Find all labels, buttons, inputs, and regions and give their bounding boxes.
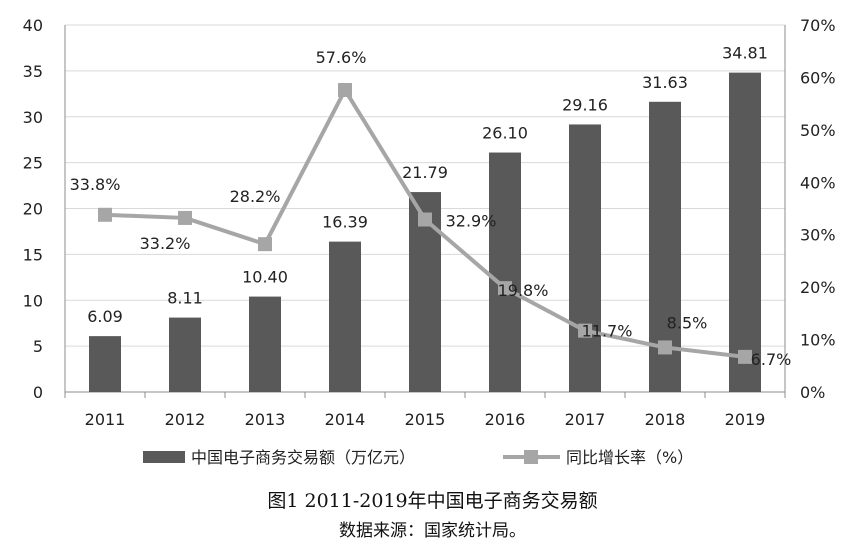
right-axis-tick-label: 20% [800, 278, 836, 297]
axes: 0 5 10 15 20 25 30 35 40 0% 10% 20% 30% 40% 50% 60% 70% 2… [23, 16, 836, 429]
x-axis-category-label: 2012 [165, 410, 206, 429]
left-axis-tick-label: 35 [23, 62, 43, 81]
growth-rate-label: 28.2% [230, 187, 281, 206]
legend: 中国电子商务交易额（万亿元） 同比增长率（%） [143, 448, 693, 467]
growth-rate-label: 6.7% [751, 350, 792, 369]
bar-value-label: 21.79 [402, 163, 448, 182]
x-axis-category-label: 2018 [645, 410, 686, 429]
right-axis-tick-label: 10% [800, 331, 836, 350]
legend-bar-swatch [143, 451, 185, 463]
growth-rate-marker-2019 [738, 349, 752, 364]
growth-rate-label: 19.8% [498, 281, 549, 300]
growth-rate-marker-2015 [418, 212, 432, 227]
right-axis-tick-label: 0% [800, 383, 825, 402]
data-source-note: 数据来源：国家统计局。 [339, 521, 526, 541]
bar-value-label: 16.39 [322, 213, 368, 232]
left-axis-tick-label: 15 [23, 245, 43, 264]
growth-rate-label: 33.8% [70, 175, 121, 194]
left-axis-tick-label: 25 [23, 154, 43, 173]
x-axis-category-label: 2017 [565, 410, 606, 429]
x-axis-category-label: 2015 [405, 410, 446, 429]
bar-value-label: 6.09 [87, 307, 123, 326]
right-axis-tick-label: 60% [800, 68, 836, 87]
bar-2017 [569, 124, 601, 392]
right-axis-tick-label: 70% [800, 16, 836, 35]
bar-value-label: 8.11 [167, 289, 203, 308]
bar-2012 [169, 317, 201, 392]
growth-rate-marker-2018 [658, 340, 672, 355]
bar-2019 [729, 72, 761, 392]
x-axis-category-label: 2019 [725, 410, 766, 429]
growth-rate-marker-2016 [498, 281, 512, 296]
x-axis-category-label: 2011 [85, 410, 126, 429]
growth-rate-label: 57.6% [316, 48, 367, 67]
left-axis-tick-label: 10 [23, 291, 43, 310]
growth-rate-label: 33.2% [140, 234, 191, 253]
x-axis-category-label: 2016 [485, 410, 526, 429]
legend-line-label: 同比增长率（%） [566, 448, 693, 467]
bar-value-label: 31.63 [642, 73, 688, 92]
legend-bar-label: 中国电子商务交易额（万亿元） [191, 448, 415, 467]
x-axis-category-label: 2013 [245, 410, 286, 429]
growth-rate-label: 8.5% [667, 313, 708, 332]
chart: 0 5 10 15 20 25 30 35 40 0% 10% 20% 30% 40% 50% 60% 70% 2… [23, 16, 836, 467]
line-series [98, 83, 752, 364]
x-axis-category-label: 2014 [325, 410, 366, 429]
left-axis-tick-label: 0 [33, 383, 43, 402]
growth-rate-label: 11.7% [582, 322, 633, 341]
growth-rate-marker-2014 [338, 83, 352, 98]
growth-rate-marker-2012 [178, 210, 192, 225]
left-axis-tick-label: 40 [23, 16, 43, 35]
bar-value-label: 10.40 [242, 268, 288, 287]
right-axis-tick-label: 50% [800, 121, 836, 140]
right-axis-tick-label: 40% [800, 173, 836, 192]
bar-value-label: 29.16 [562, 95, 608, 114]
data-labels: 6.09 8.11 10.40 16.39 21.79 26.10 29.16 31.63 34… [70, 44, 792, 369]
growth-rate-marker-2011 [98, 207, 112, 222]
growth-rate-marker-2017 [578, 323, 592, 338]
bar-2013 [249, 296, 281, 392]
bar-2011 [89, 336, 121, 392]
right-axis-tick-label: 30% [800, 226, 836, 245]
figure-caption: 图1 2011-2019年中国电子商务交易额 [267, 490, 598, 512]
left-axis-tick-label: 30 [23, 108, 43, 127]
growth-rate-label: 32.9% [446, 212, 497, 231]
legend-line-marker [524, 450, 538, 464]
left-axis-tick-label: 20 [23, 200, 43, 219]
left-axis-tick-label: 5 [33, 337, 43, 356]
bar-value-label: 34.81 [722, 44, 768, 63]
growth-rate-marker-2013 [258, 237, 272, 252]
bar-value-label: 26.10 [482, 124, 528, 143]
bar-2016 [489, 152, 521, 392]
bar-2014 [329, 241, 361, 392]
